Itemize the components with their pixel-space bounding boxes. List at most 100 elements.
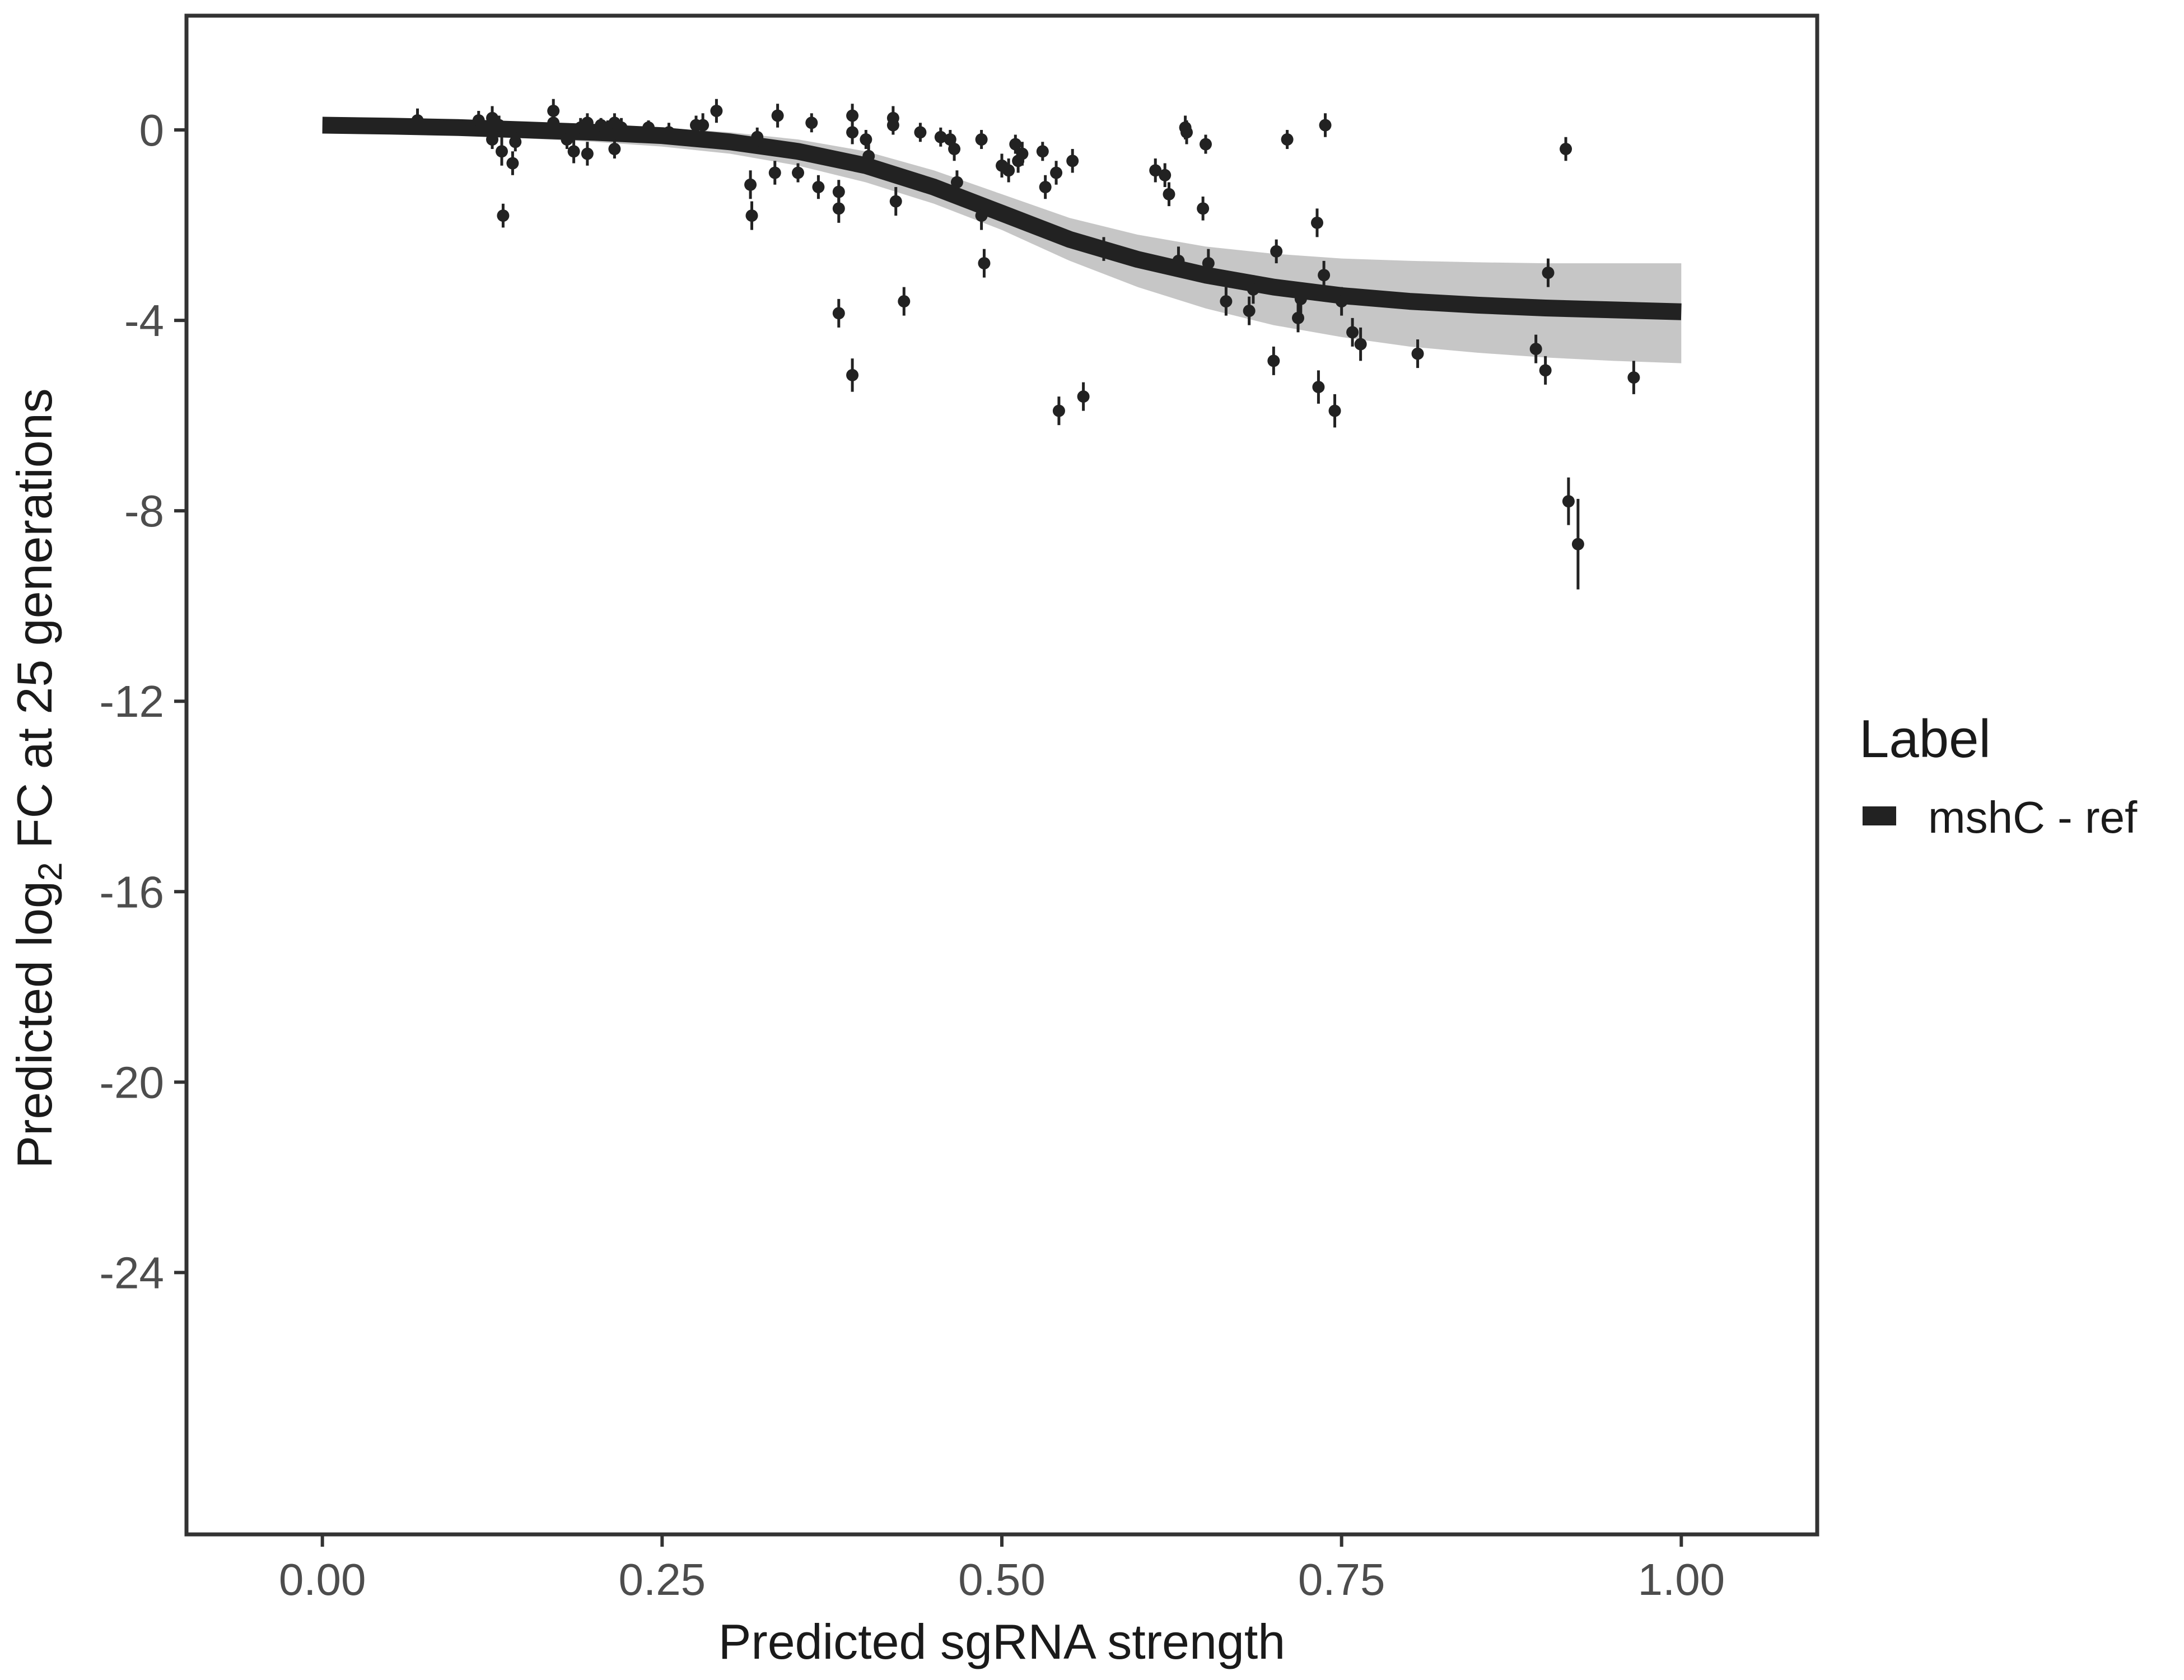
point-marker (1328, 404, 1341, 417)
data-point (1562, 477, 1575, 525)
data-point (1310, 208, 1323, 237)
point-marker (948, 143, 961, 156)
data-point (710, 99, 723, 123)
point-marker (751, 130, 764, 143)
data-point (1200, 134, 1212, 154)
point-marker (1247, 283, 1259, 296)
point-marker (547, 105, 560, 118)
data-point (581, 142, 594, 166)
data-point (1281, 130, 1294, 150)
data-point (1098, 237, 1110, 261)
point-marker (411, 114, 424, 127)
point-marker (495, 145, 508, 158)
point-marker (486, 133, 498, 146)
point-marker (1310, 216, 1323, 229)
y-tick-label: 0 (139, 105, 165, 155)
data-point (486, 130, 498, 150)
point-marker (1077, 390, 1090, 403)
data-point (1036, 142, 1049, 161)
data-point (1312, 370, 1325, 404)
data-point (547, 113, 560, 133)
data-point (1066, 149, 1079, 173)
point-marker (832, 202, 845, 215)
data-point (1016, 142, 1029, 166)
point-marker (1319, 119, 1332, 132)
data-point (411, 108, 424, 133)
data-point (886, 115, 899, 135)
data-point (1009, 134, 1022, 154)
data-point (509, 132, 522, 152)
point-marker (832, 307, 845, 320)
x-tick-label: 1.00 (1637, 1555, 1725, 1604)
data-point (493, 115, 506, 135)
point-marker (1180, 126, 1193, 139)
x-axis-title: Predicted sgRNA strength (718, 1614, 1286, 1669)
point-marker (497, 209, 510, 222)
point-marker (846, 109, 859, 122)
point-marker (889, 195, 902, 208)
y-axis-title-subscript: 2 (31, 862, 69, 881)
data-point (1163, 182, 1175, 207)
point-marker (509, 136, 522, 148)
legend-label-mshc-ref: mshC - ref (1928, 792, 2138, 842)
point-marker (1220, 295, 1233, 308)
data-point (472, 111, 485, 130)
data-point (1560, 137, 1572, 161)
point-marker (642, 121, 655, 134)
point-marker (1039, 181, 1052, 194)
point-marker (581, 147, 594, 160)
point-marker (1571, 538, 1584, 550)
data-point (792, 163, 804, 183)
point-marker (978, 257, 991, 270)
data-point (975, 130, 988, 150)
data-point (1243, 296, 1256, 325)
point-marker (1066, 155, 1079, 167)
data-point (1270, 239, 1283, 264)
point-marker (934, 130, 947, 143)
point-marker (768, 166, 781, 179)
data-point (975, 201, 988, 230)
point-marker (1200, 138, 1212, 151)
data-point (1571, 498, 1584, 590)
data-point (581, 113, 594, 133)
data-point (608, 139, 621, 159)
data-point (898, 287, 911, 316)
point-marker (472, 114, 485, 127)
point-marker (898, 295, 911, 308)
y-tick-label: -16 (99, 867, 164, 917)
data-point (697, 113, 710, 137)
data-point (495, 137, 508, 166)
point-marker (860, 133, 872, 146)
point-marker (1542, 267, 1555, 279)
point-marker (493, 119, 506, 132)
point-marker (744, 178, 757, 191)
point-marker (506, 157, 519, 170)
data-point (978, 249, 991, 278)
data-point (1220, 287, 1233, 316)
point-marker (771, 109, 784, 122)
x-axis: 0.00 0.25 0.50 0.75 1.00 (279, 1536, 1725, 1604)
point-marker (975, 209, 988, 222)
point-marker (862, 150, 875, 162)
data-point (889, 187, 902, 216)
data-point (1002, 158, 1015, 183)
data-point (950, 170, 963, 194)
data-point (1328, 394, 1341, 428)
data-point (771, 104, 784, 128)
data-point (860, 130, 872, 150)
data-point (615, 118, 628, 137)
point-marker (567, 145, 580, 158)
data-point (1529, 334, 1542, 363)
data-point (751, 127, 764, 147)
data-point (948, 137, 961, 161)
y-axis-title-prefix: Predicted log (7, 881, 62, 1169)
point-marker (805, 116, 818, 129)
data-point (832, 194, 845, 223)
legend: Label mshC - ref (1859, 709, 2138, 842)
data-point (642, 120, 655, 135)
point-marker (1163, 188, 1175, 200)
data-point (1247, 275, 1259, 304)
point-marker (1292, 311, 1305, 324)
point-marker (950, 176, 963, 189)
